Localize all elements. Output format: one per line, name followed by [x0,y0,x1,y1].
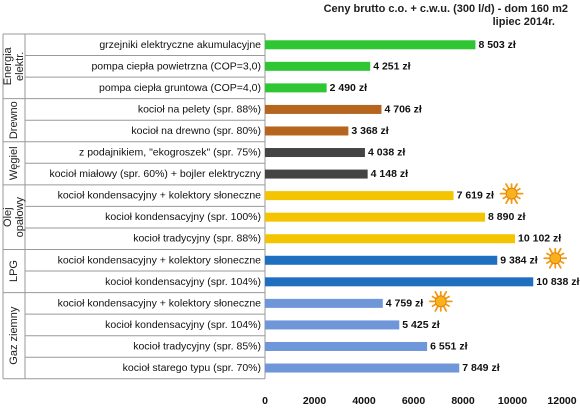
chart-subtitle: lipiec 2014r. [493,16,555,28]
value-label: 4 148 zł [371,168,408,180]
value-label: 6 551 zł [430,340,467,352]
bar [265,61,371,71]
category-label: kocioł kondensacyjny + kolektory słonecz… [58,297,262,309]
category-label: kocioł tradycyjny (spr. 85%) [133,340,261,352]
category-labels: grzejniki elektryczne akumulacyjne pompa … [49,39,261,374]
value-label: 4 759 zł [386,297,423,309]
group-label: LPG [8,260,20,282]
category-label: kocioł kondensacyjny (spr. 104%) [105,319,261,331]
x-axis: 0 2000 4000 6000 8000 10000 12000 [262,395,577,407]
category-label: pompa ciepła gruntowa (COP=4,0) [99,82,261,94]
value-label: 7 849 zł [462,362,499,374]
bar [265,83,327,93]
value-label: 9 384 zł [500,254,537,266]
group-label: Olejopałowy [2,196,26,237]
bar [265,169,368,179]
x-tick-label: 8000 [451,395,475,407]
x-tick-label: 12000 [547,395,576,407]
x-tick-label: 0 [262,395,268,407]
sun-icon [499,183,524,205]
value-label: 2 490 zł [330,82,367,94]
bar [265,363,460,373]
group-label: Drewno [8,101,20,139]
x-tick-label: 6000 [402,395,426,407]
category-label: kocioł kondensacyjny (spr. 100%) [105,211,261,223]
bar [265,255,498,265]
bars [265,40,534,373]
group-labels: Energiaelektr. Drewno Węgiel Olejopałowy LPG… [2,46,26,364]
x-tick-label: 4000 [352,395,376,407]
value-label: 8 890 zł [488,211,525,223]
group-label: Energiaelektr. [2,46,26,85]
value-label: 4 038 zł [368,147,405,159]
bar [265,320,400,330]
category-label: z podajnikiem, "ekogroszek" (spr. 75%) [79,147,261,159]
x-tick-label: 2000 [303,395,327,407]
bar [265,104,382,114]
value-label: 10 102 zł [518,233,561,245]
bar [265,126,349,136]
category-label: kocioł kondensacyjny + kolektory słonecz… [58,254,262,266]
sun-icon [428,290,453,312]
category-label: kocioł kondensacyjny (spr. 104%) [105,276,261,288]
bar [265,212,486,222]
value-label: 5 425 zł [402,319,439,331]
value-label: 3 368 zł [351,125,388,137]
value-label: 8 503 zł [478,39,515,51]
category-label: kocioł miałowy (spr. 60%) + bojler elekt… [49,168,261,180]
sun-icon [543,247,568,269]
category-label: pompa ciepła powietrzna (COP=3,0) [91,60,261,72]
category-label: kocioł na pelety (spr. 88%) [138,103,261,115]
value-label: 7 619 zł [457,190,494,202]
value-label: 10 838 zł [536,276,579,288]
value-label: 4 251 zł [373,60,410,72]
group-label: Gaz ziemny [8,306,20,365]
value-label: 4 706 zł [384,103,421,115]
x-tick-label: 10000 [498,395,527,407]
group-label: Węgiel [8,146,20,180]
category-table-lines [2,33,266,380]
bar [265,191,454,201]
bar [265,277,534,287]
category-label: kocioł starego typu (spr. 70%) [123,362,261,374]
bar [265,298,383,308]
bar [265,148,365,158]
category-label: kocioł tradycyjny (spr. 88%) [133,233,261,245]
category-label: grzejniki elektryczne akumulacyjne [99,39,261,51]
bar [265,234,516,244]
value-labels: 8 503 zł 4 251 zł 2 490 zł 4 706 zł 3 368 zł… [330,39,580,374]
category-label: kocioł na drewno (spr. 80%) [131,125,261,137]
sun-icons [428,183,568,312]
chart-title: Ceny brutto c.o. + c.w.u. (300 l/d) - do… [324,3,568,15]
bar [265,341,428,351]
bar [265,40,476,50]
category-label: kocioł kondensacyjny + kolektory słonecz… [58,190,262,202]
